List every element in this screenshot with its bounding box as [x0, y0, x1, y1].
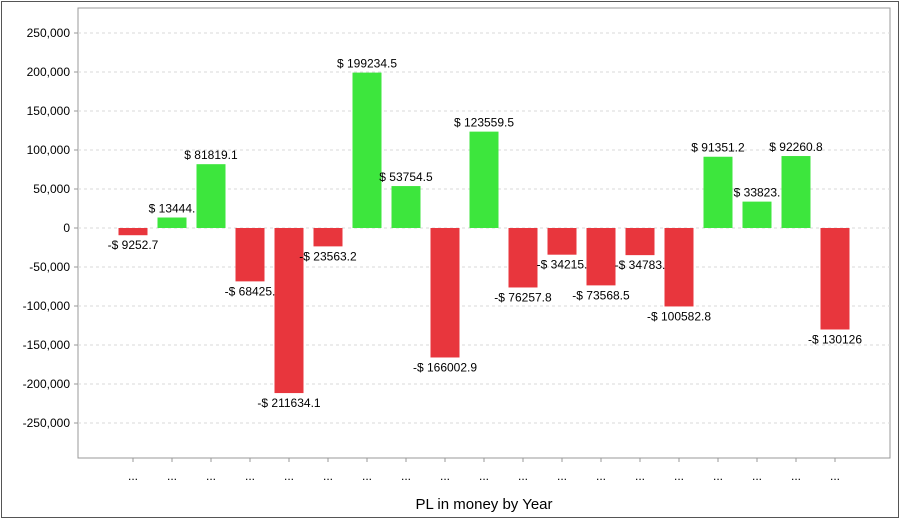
y-tick-label: -100,000 [23, 299, 71, 313]
bar-value-label: $ 199234.5 [337, 57, 397, 71]
bar [196, 164, 226, 228]
x-axis-label: PL in money by Year [415, 496, 552, 513]
bar-value-label: -$ 34215. [537, 258, 588, 272]
x-tick-label: ... [128, 469, 138, 483]
y-tick-label: -200,000 [23, 377, 71, 391]
bar [586, 228, 616, 286]
x-axis-ticks: ........................................… [78, 457, 890, 483]
bar-value-label: -$ 73568.5 [572, 288, 630, 302]
bar [118, 228, 148, 236]
bar-value-label: -$ 34783. [615, 258, 666, 272]
bar-value-label: -$ 68425. [225, 284, 276, 298]
bar-value-label: -$ 23563.2 [299, 249, 357, 263]
plot-area [77, 7, 891, 459]
x-tick-label: ... [713, 469, 723, 483]
bars [118, 72, 850, 394]
bar-value-label: $ 123559.5 [454, 116, 514, 130]
y-tick-label: -50,000 [29, 260, 70, 274]
x-tick-label: ... [596, 469, 606, 483]
y-tick-label: -150,000 [23, 338, 71, 352]
y-tick-label: 150,000 [27, 104, 71, 118]
y-tick-label: 0 [63, 221, 70, 235]
bar-value-label: -$ 166002.9 [413, 360, 477, 374]
bar-value-label: -$ 9252.7 [108, 238, 159, 252]
data-labels: -$ 9252.7 $ 13444. $ 81819.1 -$ 68425. -$ 21… [108, 57, 863, 410]
x-tick-label: ... [401, 469, 411, 483]
x-tick-label: ... [557, 469, 567, 483]
bar-value-label: -$ 130126 [808, 332, 862, 346]
x-tick-label: ... [674, 469, 684, 483]
y-tick-label: 200,000 [27, 65, 71, 79]
bar [742, 201, 772, 228]
bar [274, 228, 304, 394]
x-tick-label: ... [323, 469, 333, 483]
x-tick-label: ... [791, 469, 801, 483]
x-tick-label: ... [479, 469, 489, 483]
bar [781, 156, 811, 228]
bar [469, 131, 499, 228]
x-tick-label: ... [752, 469, 762, 483]
x-tick-label: ... [167, 469, 177, 483]
bar [703, 156, 733, 228]
bar-value-label: $ 91351.2 [691, 141, 745, 155]
x-tick-label: ... [830, 469, 840, 483]
bar [664, 228, 694, 307]
y-axis-ticks: 250,000 200,000 150,000 100,000 50,000 0 -50,0… [23, 26, 78, 430]
bar-value-label: -$ 100582.8 [647, 309, 711, 323]
bar [430, 228, 460, 358]
bar-value-label: -$ 211634.1 [257, 396, 320, 410]
bar [547, 228, 577, 255]
bar [313, 228, 343, 247]
bar-value-label: $ 81819.1 [184, 148, 238, 162]
y-tick-label: -250,000 [23, 416, 71, 430]
x-tick-label: ... [245, 469, 255, 483]
bar [625, 228, 655, 256]
bar [157, 217, 187, 228]
bar [391, 186, 421, 228]
grid-lines [77, 7, 891, 459]
x-tick-label: ... [206, 469, 216, 483]
x-tick-label: ... [284, 469, 294, 483]
bar-value-label: -$ 76257.8 [494, 290, 552, 304]
x-tick-label: ... [440, 469, 450, 483]
bar-value-label: $ 33823. [734, 186, 781, 200]
bar-value-label: $ 13444. [149, 202, 196, 216]
bar [352, 72, 382, 228]
bar-value-label: $ 53754.5 [379, 170, 433, 184]
bar-value-label: $ 92260.8 [769, 140, 823, 154]
x-tick-label: ... [362, 469, 372, 483]
bar [508, 228, 538, 288]
y-tick-label: 250,000 [27, 26, 71, 40]
x-tick-label: ... [518, 469, 528, 483]
y-tick-label: 50,000 [33, 182, 70, 196]
bar [235, 228, 265, 282]
y-tick-label: 100,000 [27, 143, 71, 157]
bar [820, 228, 850, 330]
x-tick-label: ... [635, 469, 645, 483]
